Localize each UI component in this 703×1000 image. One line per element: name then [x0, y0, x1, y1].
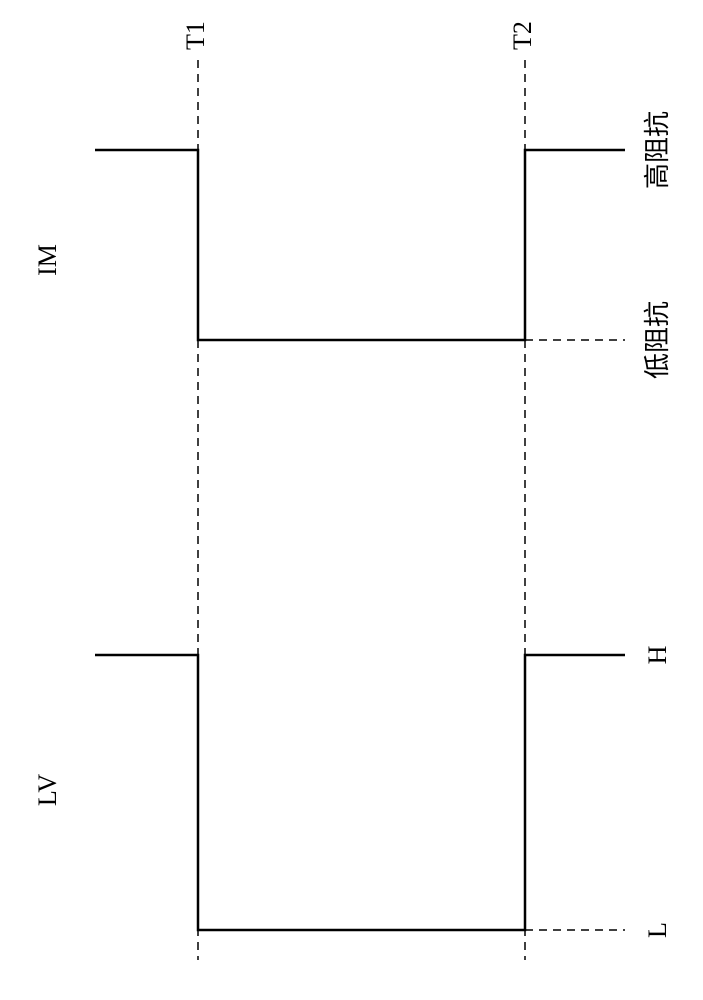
signal-im-low-label: 低阻抗 — [643, 301, 672, 379]
signal-im-name: IM — [33, 244, 62, 276]
time-marker-t2-label: T2 — [508, 21, 537, 50]
signal-lv-name: LV — [33, 774, 62, 806]
time-marker-t1-label: T1 — [181, 21, 210, 50]
signal-lv-high-label: H — [643, 645, 672, 664]
signal-im-high-label: 高阻抗 — [643, 111, 672, 189]
signal-lv-low-label: L — [643, 922, 672, 938]
